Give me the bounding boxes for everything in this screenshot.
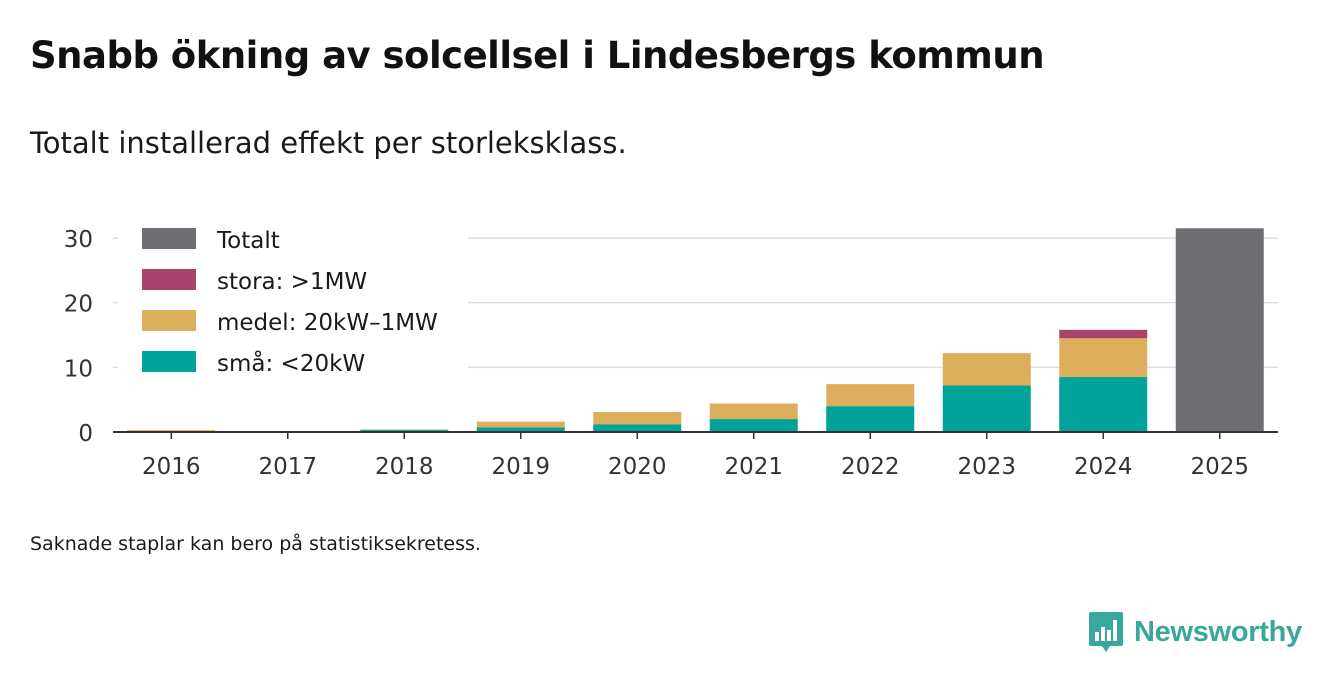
- bar-totalt-2025[interactable]: [1175, 228, 1264, 432]
- bar-sma-2022[interactable]: [826, 406, 915, 432]
- bar-sma-2023[interactable]: [942, 385, 1031, 432]
- x-tick-label-2021: 2021: [724, 454, 783, 480]
- legend-label-medel: medel: 20kW–1MW: [217, 310, 438, 336]
- x-tick-label-2017: 2017: [258, 454, 317, 480]
- legend-label-stora: stora: >1MW: [217, 269, 367, 295]
- newsworthy-logo-icon: [1089, 612, 1123, 652]
- bar-medel-2024[interactable]: [1059, 338, 1148, 378]
- chart-subtitle: Totalt installerad effekt per storlekskl…: [30, 126, 627, 160]
- y-tick-label-10: 10: [64, 356, 93, 382]
- legend-swatch-stora: [142, 269, 196, 290]
- legend-swatch-medel: [142, 310, 196, 331]
- y-tick-label-30: 30: [64, 227, 93, 253]
- y-tick-label-0: 0: [78, 421, 93, 447]
- x-tick-label-2023: 2023: [957, 454, 1016, 480]
- bar-medel-2016[interactable]: [127, 430, 216, 432]
- bar-sma-2019[interactable]: [476, 427, 565, 432]
- legend-swatch-sma: [142, 351, 196, 372]
- x-tick-label-2019: 2019: [491, 454, 550, 480]
- bar-stora-2024[interactable]: [1059, 329, 1148, 339]
- brand-name: Newsworthy: [1134, 615, 1302, 648]
- chart-title: Snabb ökning av solcellsel i Lindesbergs…: [30, 34, 1045, 77]
- x-tick-label-2025: 2025: [1190, 454, 1249, 480]
- bar-medel-2022[interactable]: [826, 384, 915, 407]
- x-tick-label-2020: 2020: [608, 454, 667, 480]
- legend-swatch-totalt: [142, 228, 196, 249]
- bar-chart: 0 10 20 30 2016 2017 2018 2019 2020 2021 2022 2023 2…: [63, 227, 1278, 480]
- x-tick-label-2018: 2018: [375, 454, 434, 480]
- footnote: Saknade staplar kan bero på statistiksek…: [30, 533, 481, 555]
- x-tick-label-2022: 2022: [841, 454, 900, 480]
- y-tick-label-20: 20: [64, 292, 93, 318]
- bar-sma-2021[interactable]: [709, 419, 798, 432]
- x-tick-label-2024: 2024: [1074, 454, 1133, 480]
- brand-logo: Newsworthy: [1088, 610, 1302, 654]
- bar-medel-2019[interactable]: [476, 421, 565, 428]
- bar-medel-2020[interactable]: [593, 411, 682, 425]
- bar-medel-2023[interactable]: [942, 353, 1031, 386]
- legend-label-sma: små: <20kW: [217, 349, 365, 377]
- bar-medel-2021[interactable]: [709, 403, 798, 420]
- bar-sma-2020[interactable]: [593, 424, 682, 432]
- x-tick-label-2016: 2016: [142, 454, 201, 480]
- legend-label-totalt: Totalt: [216, 228, 280, 254]
- bar-sma-2024[interactable]: [1059, 377, 1148, 432]
- bar-medel-2018[interactable]: [360, 429, 449, 431]
